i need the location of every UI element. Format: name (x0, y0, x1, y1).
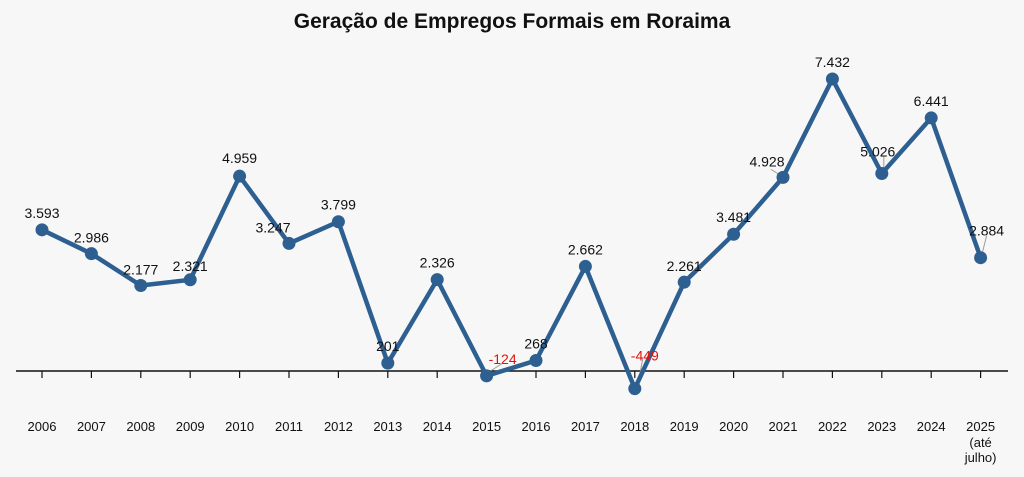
data-label-2008: 2.177 (123, 261, 158, 277)
data-label-2024: 6.441 (914, 93, 949, 109)
data-label-2011: 3.247 (255, 219, 290, 235)
data-label-2021: 4.928 (749, 153, 784, 169)
data-point-2009 (183, 273, 197, 287)
series-line (39, 76, 983, 391)
data-labels: 3.593 2.986 2.177 2.321 4.959 3.247 3.799 201 2.… (24, 54, 1004, 367)
data-point-2007 (84, 247, 98, 261)
data-label-2016: 268 (524, 335, 548, 351)
x-tick-label-2014: 2014 (423, 419, 452, 434)
x-tick-labels: 2006 2007 2008 2009 2010 2011 2012 2013 2014 2015… (28, 419, 997, 465)
data-point-2018 (628, 382, 642, 396)
data-label-2018: -449 (631, 348, 659, 364)
x-tick-label-2012: 2012 (324, 419, 353, 434)
data-label-2006: 3.593 (24, 205, 59, 221)
x-tick-label-2021: 2021 (769, 419, 798, 434)
data-label-2015: -124 (489, 351, 517, 367)
data-point-2022 (825, 72, 839, 86)
data-point-2017 (578, 259, 592, 273)
data-point-2021 (776, 170, 790, 184)
data-point-2014 (430, 273, 444, 287)
data-label-2014: 2.326 (420, 255, 455, 271)
x-tick-label-2008: 2008 (126, 419, 155, 434)
data-point-2010 (233, 169, 247, 183)
data-point-2019 (677, 275, 691, 289)
x-tick-label-2025: 2025 (966, 419, 995, 434)
data-label-2009: 2.321 (173, 258, 208, 274)
data-point-2006 (35, 223, 49, 237)
data-label-2020: 3.481 (716, 209, 751, 225)
data-point-2012 (331, 215, 345, 229)
x-tick-label-2020: 2020 (719, 419, 748, 434)
x-tick-label-2009: 2009 (176, 419, 205, 434)
x-tick-label-2013: 2013 (373, 419, 402, 434)
x-tick-label-2024: 2024 (917, 419, 946, 434)
data-point-2015 (480, 369, 494, 383)
x-tick-sublabel-2025-1: julho) (964, 450, 997, 465)
leader-line-2021 (770, 168, 780, 175)
x-tick-sublabel-2025-0: (até (969, 435, 991, 450)
x-tick-label-2022: 2022 (818, 419, 847, 434)
x-tick-label-2016: 2016 (522, 419, 551, 434)
x-tick-label-2007: 2007 (77, 419, 106, 434)
x-tick-label-2011: 2011 (275, 419, 303, 434)
x-tick-label-2010: 2010 (225, 419, 254, 434)
x-tick-label-2018: 2018 (620, 419, 649, 434)
label-leader-lines (490, 155, 988, 380)
leader-line-2015 (490, 363, 502, 372)
x-tick-label-2019: 2019 (670, 419, 699, 434)
data-label-2025: 2.884 (969, 223, 1004, 239)
x-tick-label-2006: 2006 (28, 419, 57, 434)
data-point-2013 (381, 356, 395, 370)
data-label-2013: 201 (376, 338, 400, 354)
data-label-2023: 5.026 (860, 144, 895, 160)
data-label-2010: 4.959 (222, 150, 257, 166)
data-point-2025 (974, 251, 988, 265)
x-axis-ticks (41, 371, 982, 378)
x-tick-label-2015: 2015 (472, 419, 501, 434)
x-tick-label-2023: 2023 (867, 419, 896, 434)
data-point-2023 (875, 167, 889, 181)
leader-line-2025 (982, 235, 988, 252)
data-point-2024 (924, 111, 938, 125)
data-point-2011 (282, 236, 296, 250)
data-label-2019: 2.261 (667, 258, 702, 274)
data-label-2017: 2.662 (568, 241, 603, 257)
chart-title: Geração de Empregos Formais em Roraima (293, 10, 731, 33)
data-label-2007: 2.986 (74, 230, 109, 246)
data-label-2012: 3.799 (321, 197, 356, 213)
data-point-2008 (134, 278, 148, 292)
data-point-2020 (727, 227, 741, 241)
data-points (35, 72, 988, 396)
data-label-2022: 7.432 (815, 54, 850, 70)
data-point-2016 (529, 353, 543, 367)
x-tick-label-2017: 2017 (571, 419, 600, 434)
